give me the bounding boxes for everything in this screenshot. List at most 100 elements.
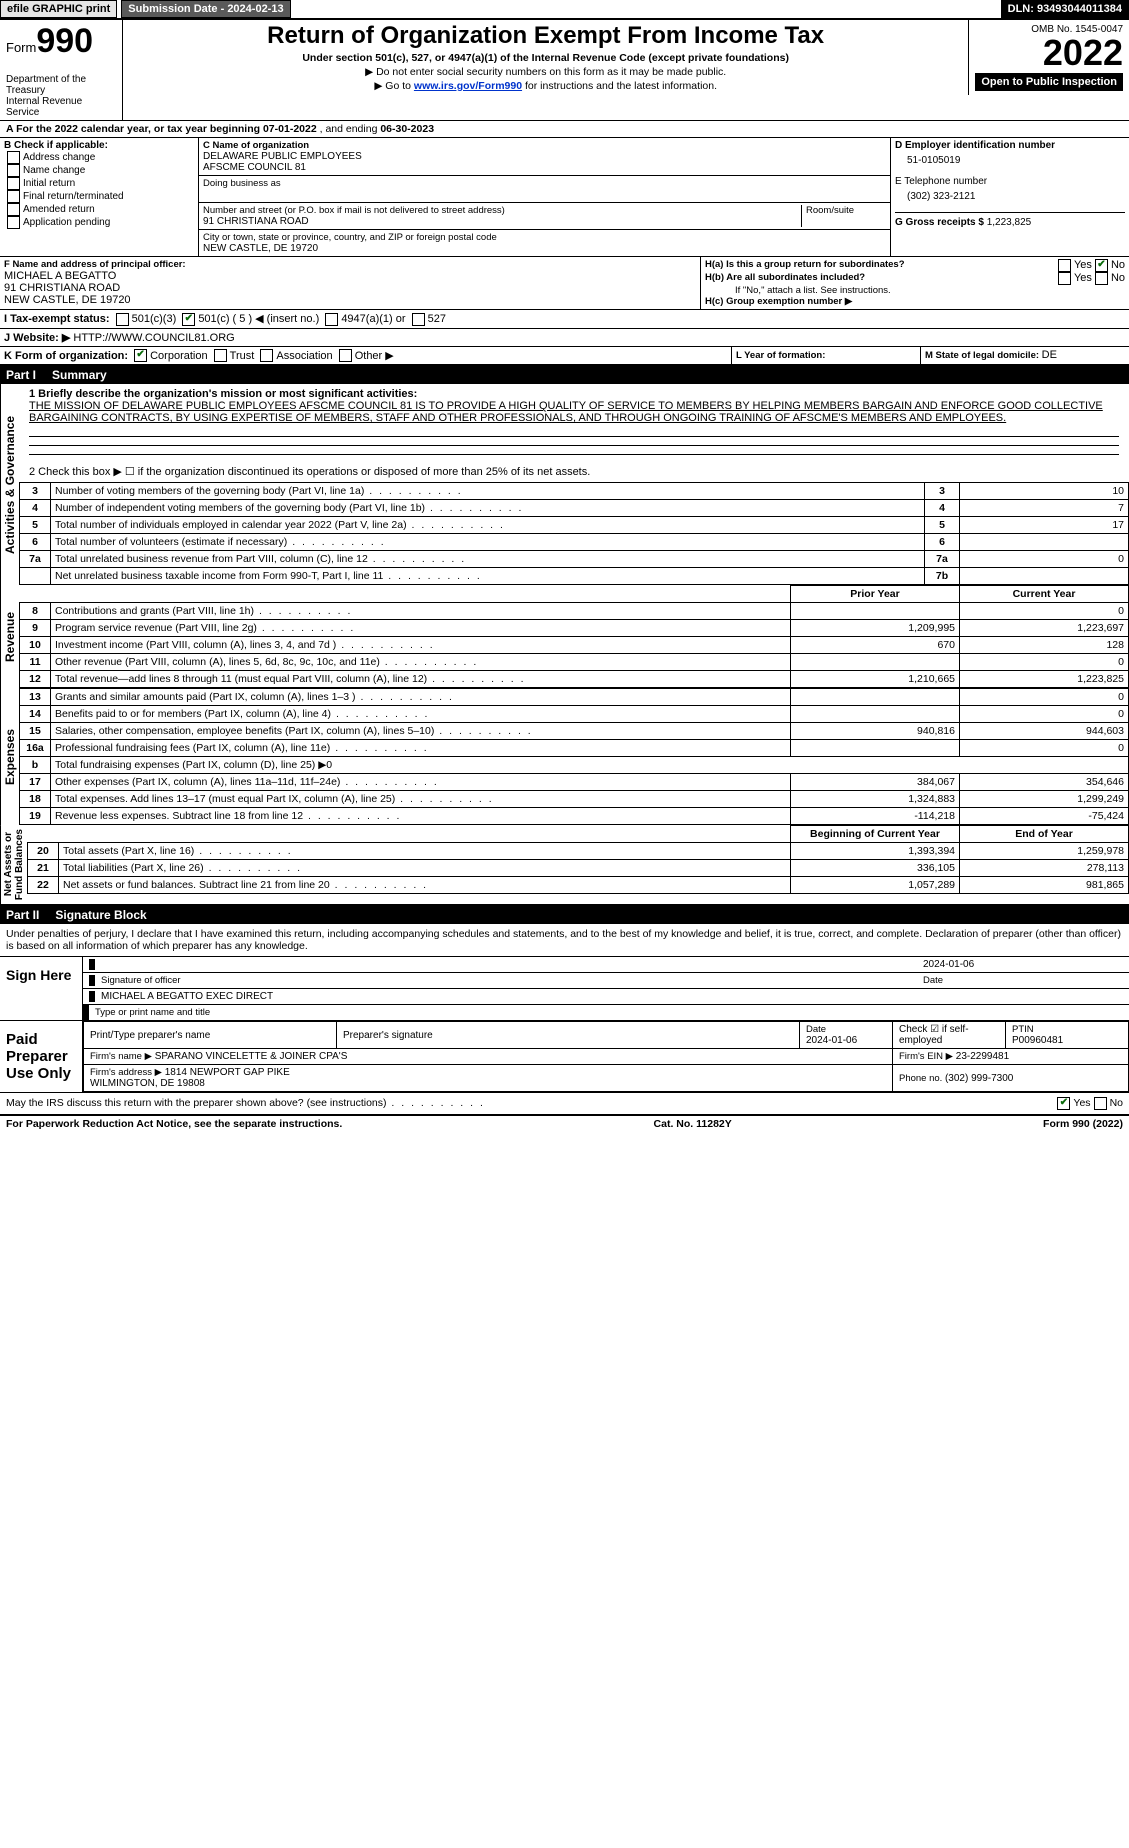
paid-preparer-block: Paid Preparer Use Only Print/Type prepar… [0, 1020, 1129, 1092]
chk-ha-no[interactable] [1095, 259, 1108, 272]
part1-header: Part I Summary [0, 366, 1129, 384]
col-current-year: Current Year [960, 586, 1129, 603]
phone-value: (302) 323-2121 [895, 187, 1125, 212]
summary-block: Activities & Governance 1 Briefly descri… [0, 384, 1129, 585]
table-row: Net unrelated business taxable income fr… [20, 568, 1129, 585]
state-domicile: DE [1042, 349, 1057, 361]
vlabel-net: Net Assets or Fund Balances [0, 825, 27, 904]
table-row: 14Benefits paid to or for members (Part … [20, 706, 1129, 723]
table-row: 5Total number of individuals employed in… [20, 517, 1129, 534]
ptin-value: P00960481 [1012, 1035, 1063, 1046]
chk-hb-no[interactable] [1095, 272, 1108, 285]
tax-exempt-row: I Tax-exempt status: 501(c)(3) 501(c) ( … [0, 309, 1129, 328]
chk-initial-return[interactable] [7, 177, 20, 190]
discuss-row: May the IRS discuss this return with the… [0, 1092, 1129, 1114]
gross-receipts: 1,223,825 [987, 217, 1032, 228]
org-city: NEW CASTLE, DE 19720 [203, 243, 318, 254]
form-number: Form990 [0, 20, 122, 58]
period-end: 06-30-2023 [380, 123, 434, 135]
irs-link[interactable]: www.irs.gov/Form990 [414, 80, 522, 92]
phone-label: E Telephone number [895, 176, 1125, 187]
table-row: 22Net assets or fund balances. Subtract … [28, 877, 1129, 894]
dln: DLN: 93493044011384 [1001, 0, 1129, 18]
chk-ha-yes[interactable] [1058, 259, 1071, 272]
footer-left: For Paperwork Reduction Act Notice, see … [6, 1118, 342, 1130]
firm-name: SPARANO VINCELETTE & JOINER CPA'S [155, 1051, 348, 1062]
table-row: 21Total liabilities (Part X, line 26)336… [28, 860, 1129, 877]
chk-amended-return[interactable] [7, 203, 20, 216]
officer-addr2: NEW CASTLE, DE 19720 [4, 294, 696, 306]
chk-address-change[interactable] [7, 151, 20, 164]
sig-officer-label: Signature of officer [89, 975, 923, 986]
vlabel-revenue: Revenue [0, 585, 19, 688]
table-row: 10Investment income (Part VIII, column (… [20, 637, 1129, 654]
col-c-name-address: C Name of organization DELAWARE PUBLIC E… [199, 138, 890, 256]
table-row: 16aProfessional fundraising fees (Part I… [20, 740, 1129, 757]
org-name: DELAWARE PUBLIC EMPLOYEES AFSCME COUNCIL… [203, 151, 362, 173]
firm-ein: 23-2299481 [956, 1051, 1009, 1062]
officer-addr1: 91 CHRISTIANA ROAD [4, 282, 696, 294]
table-row: 8Contributions and grants (Part VIII, li… [20, 603, 1129, 620]
col-b-checkboxes: B Check if applicable: Address change Na… [0, 138, 199, 256]
preparer-date: 2024-01-06 [806, 1035, 857, 1046]
period-begin: 07-01-2022 [263, 123, 317, 135]
ag-table: 3Number of voting members of the governi… [19, 482, 1129, 585]
table-row: 19Revenue less expenses. Subtract line 1… [20, 808, 1129, 825]
col-begin-year: Beginning of Current Year [791, 826, 960, 843]
table-row: 9Program service revenue (Part VIII, lin… [20, 620, 1129, 637]
mission-text: THE MISSION OF DELAWARE PUBLIC EMPLOYEES… [29, 400, 1119, 424]
goto-line: ▶ Go to www.irs.gov/Form990 for instruct… [127, 80, 964, 92]
table-row: bTotal fundraising expenses (Part IX, co… [20, 757, 1129, 774]
year-block: OMB No. 1545-0047 2022 Open to Public In… [968, 20, 1129, 95]
website-row: J Website: ▶ HTTP://WWW.COUNCIL81.ORG [0, 328, 1129, 346]
chk-final-return[interactable] [7, 190, 20, 203]
net-table: Beginning of Current Year End of Year 20… [27, 825, 1129, 894]
chk-name-change[interactable] [7, 164, 20, 177]
revenue-table: Prior Year Current Year 8Contributions a… [19, 585, 1129, 688]
chk-501c3[interactable] [116, 313, 129, 326]
officer-typed-name: MICHAEL A BEGATTO EXEC DIRECT [89, 991, 1123, 1002]
table-row: 18Total expenses. Add lines 13–17 (must … [20, 791, 1129, 808]
dept-treasury: Department of the Treasury Internal Reve… [0, 72, 122, 120]
footer-row: For Paperwork Reduction Act Notice, see … [0, 1114, 1129, 1132]
tax-year: 2022 [975, 35, 1123, 71]
paid-preparer-label: Paid Preparer Use Only [0, 1021, 83, 1092]
chk-other[interactable] [339, 349, 352, 362]
officer-group-row: F Name and address of principal officer:… [0, 256, 1129, 309]
period-row: A For the 2022 calendar year, or tax yea… [0, 121, 1129, 138]
line2-checkbox-note: 2 Check this box ▶ ☐ if the organization… [19, 461, 1129, 482]
chk-application-pending[interactable] [7, 216, 20, 229]
chk-4947[interactable] [325, 313, 338, 326]
efile-topbar: efile GRAPHIC print Submission Date - 20… [0, 0, 1129, 18]
form-990-big: 990 [36, 22, 93, 60]
table-row: 7aTotal unrelated business revenue from … [20, 551, 1129, 568]
sign-here-block: Sign Here 2024-01-06 Signature of office… [0, 956, 1129, 1020]
vlabel-expenses: Expenses [0, 688, 19, 825]
table-row: 3Number of voting members of the governi… [20, 483, 1129, 500]
table-row: 17Other expenses (Part IX, column (A), l… [20, 774, 1129, 791]
chk-discuss-yes[interactable] [1057, 1097, 1070, 1110]
penalty-statement: Under penalties of perjury, I declare th… [0, 924, 1129, 956]
chk-corp[interactable] [134, 349, 147, 362]
chk-discuss-no[interactable] [1094, 1097, 1107, 1110]
preparer-sig-label: Preparer's signature [337, 1022, 800, 1049]
preparer-name-label: Print/Type preparer's name [84, 1022, 337, 1049]
form-label: Form [6, 40, 36, 55]
chk-501c[interactable] [182, 313, 195, 326]
form-title: Return of Organization Exempt From Incom… [127, 22, 964, 50]
chk-trust[interactable] [214, 349, 227, 362]
vlabel-activities: Activities & Governance [0, 384, 19, 585]
table-row: 15Salaries, other compensation, employee… [20, 723, 1129, 740]
expense-table: 13Grants and similar amounts paid (Part … [19, 688, 1129, 825]
open-to-public-badge: Open to Public Inspection [975, 73, 1123, 91]
col-prior-year: Prior Year [791, 586, 960, 603]
self-employed-check: Check ☑ if self-employed [893, 1022, 1006, 1049]
chk-527[interactable] [412, 313, 425, 326]
chk-hb-yes[interactable] [1058, 272, 1071, 285]
mission-box: 1 Briefly describe the organization's mi… [19, 384, 1129, 428]
footer-catno: Cat. No. 11282Y [654, 1118, 732, 1130]
submission-date: Submission Date - 2024-02-13 [121, 0, 290, 18]
chk-assoc[interactable] [260, 349, 273, 362]
table-row: 12Total revenue—add lines 8 through 11 (… [20, 671, 1129, 688]
efile-tag: efile GRAPHIC print [0, 0, 117, 18]
